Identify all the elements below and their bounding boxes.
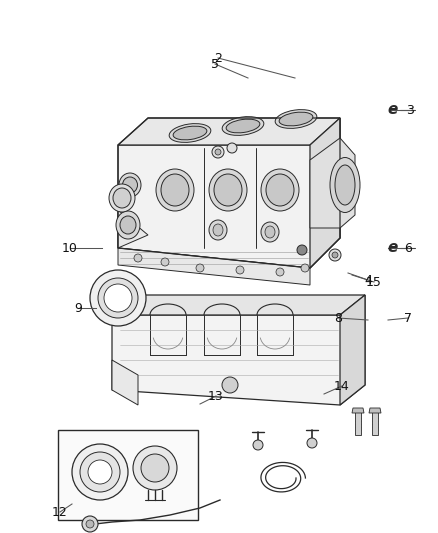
Polygon shape	[118, 118, 340, 145]
Ellipse shape	[161, 174, 189, 206]
Circle shape	[141, 454, 169, 482]
Circle shape	[134, 254, 142, 262]
Ellipse shape	[156, 169, 194, 211]
Ellipse shape	[209, 220, 227, 240]
Circle shape	[80, 452, 120, 492]
Ellipse shape	[116, 211, 140, 239]
Circle shape	[236, 266, 244, 274]
Text: 9: 9	[74, 302, 82, 314]
Ellipse shape	[265, 226, 275, 238]
Ellipse shape	[266, 174, 294, 206]
Text: 10: 10	[62, 241, 78, 254]
Circle shape	[329, 249, 341, 261]
Text: 15: 15	[366, 276, 382, 288]
Text: 5: 5	[211, 58, 219, 70]
Polygon shape	[310, 118, 340, 268]
Circle shape	[332, 252, 338, 258]
Text: 6: 6	[404, 241, 412, 254]
Text: 3: 3	[406, 103, 414, 117]
Circle shape	[222, 377, 238, 393]
Ellipse shape	[330, 157, 360, 213]
Ellipse shape	[226, 119, 260, 133]
Polygon shape	[118, 118, 340, 268]
Circle shape	[86, 520, 94, 528]
Circle shape	[276, 268, 284, 276]
Text: 2: 2	[214, 52, 222, 64]
Circle shape	[307, 438, 317, 448]
Ellipse shape	[213, 224, 223, 236]
Ellipse shape	[169, 124, 211, 142]
Circle shape	[133, 446, 177, 490]
Ellipse shape	[275, 110, 317, 128]
Circle shape	[82, 516, 98, 532]
Circle shape	[253, 440, 263, 450]
Ellipse shape	[109, 184, 135, 212]
Circle shape	[88, 460, 112, 484]
Polygon shape	[118, 248, 310, 285]
Circle shape	[161, 258, 169, 266]
Circle shape	[301, 264, 309, 272]
Circle shape	[196, 264, 204, 272]
Text: 8: 8	[334, 311, 342, 325]
Bar	[58, 430, 198, 520]
Ellipse shape	[261, 222, 279, 242]
Polygon shape	[112, 295, 365, 315]
Polygon shape	[310, 138, 355, 228]
Ellipse shape	[120, 216, 136, 234]
Ellipse shape	[123, 177, 138, 193]
Polygon shape	[118, 210, 148, 248]
Circle shape	[212, 146, 224, 158]
Text: e: e	[388, 102, 398, 117]
Polygon shape	[372, 410, 378, 435]
Polygon shape	[112, 295, 365, 405]
Ellipse shape	[173, 126, 207, 140]
Circle shape	[98, 278, 138, 318]
Polygon shape	[112, 360, 138, 405]
Ellipse shape	[222, 117, 264, 135]
Text: 7: 7	[404, 311, 412, 325]
Ellipse shape	[335, 165, 355, 205]
Text: 14: 14	[334, 379, 350, 392]
Circle shape	[227, 143, 237, 153]
Circle shape	[297, 245, 307, 255]
Polygon shape	[355, 410, 361, 435]
Ellipse shape	[214, 174, 242, 206]
Polygon shape	[369, 408, 381, 413]
Text: 12: 12	[52, 505, 68, 519]
Circle shape	[104, 284, 132, 312]
Ellipse shape	[209, 169, 247, 211]
Circle shape	[215, 149, 221, 155]
Text: e: e	[388, 240, 398, 255]
Text: 13: 13	[208, 390, 224, 402]
Circle shape	[72, 444, 128, 500]
Polygon shape	[352, 408, 364, 413]
Ellipse shape	[113, 188, 131, 208]
Circle shape	[90, 270, 146, 326]
Ellipse shape	[279, 112, 313, 126]
Polygon shape	[340, 295, 365, 405]
Ellipse shape	[119, 173, 141, 197]
Ellipse shape	[261, 169, 299, 211]
Text: 4: 4	[364, 273, 372, 287]
